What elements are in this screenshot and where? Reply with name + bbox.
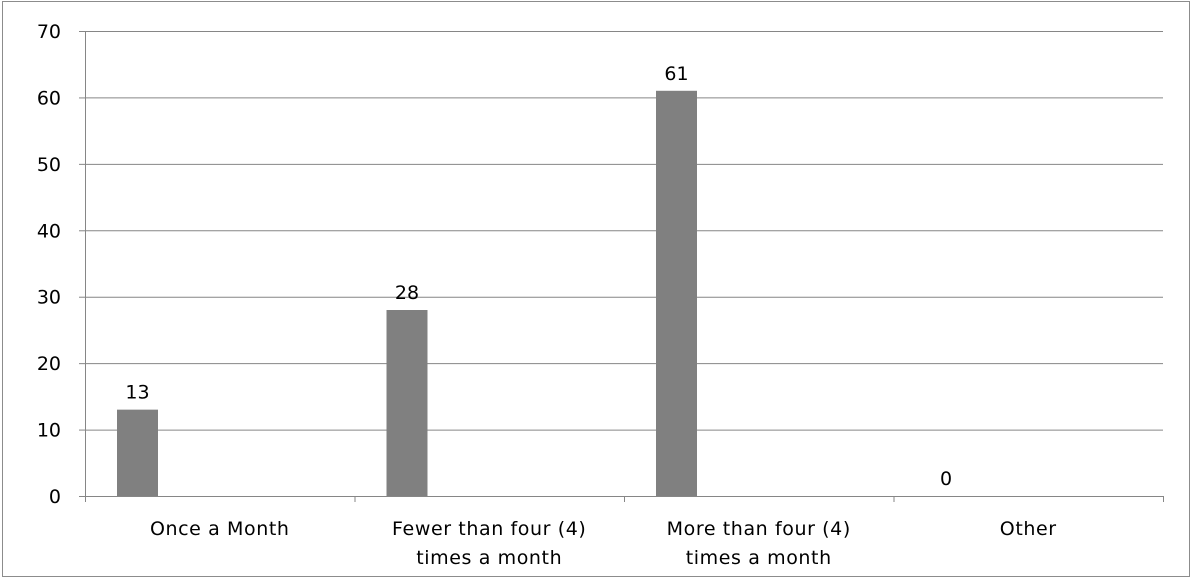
x-category-label: Other	[1000, 518, 1057, 540]
y-tick-label: 0	[49, 486, 61, 508]
y-tick-label: 60	[37, 87, 61, 109]
x-category-label: More than four (4)	[667, 518, 851, 540]
bar	[117, 409, 158, 496]
bar	[386, 310, 428, 496]
data-label: 0	[940, 468, 952, 490]
data-label: 61	[664, 63, 688, 85]
y-tick-label: 10	[37, 420, 61, 442]
x-category-label: Fewer than four (4)	[392, 518, 586, 540]
data-label: 13	[125, 382, 149, 404]
bar	[656, 90, 697, 497]
x-category-label: times a month	[416, 547, 562, 569]
y-tick-label: 70	[37, 21, 61, 43]
y-tick-label: 40	[37, 220, 61, 242]
x-category-label: times a month	[686, 547, 832, 569]
data-label: 28	[395, 282, 419, 304]
y-tick-label: 30	[37, 287, 61, 309]
x-category-label: Once a Month	[150, 518, 290, 540]
y-tick-label: 20	[37, 353, 61, 375]
y-tick-label: 50	[37, 154, 61, 176]
